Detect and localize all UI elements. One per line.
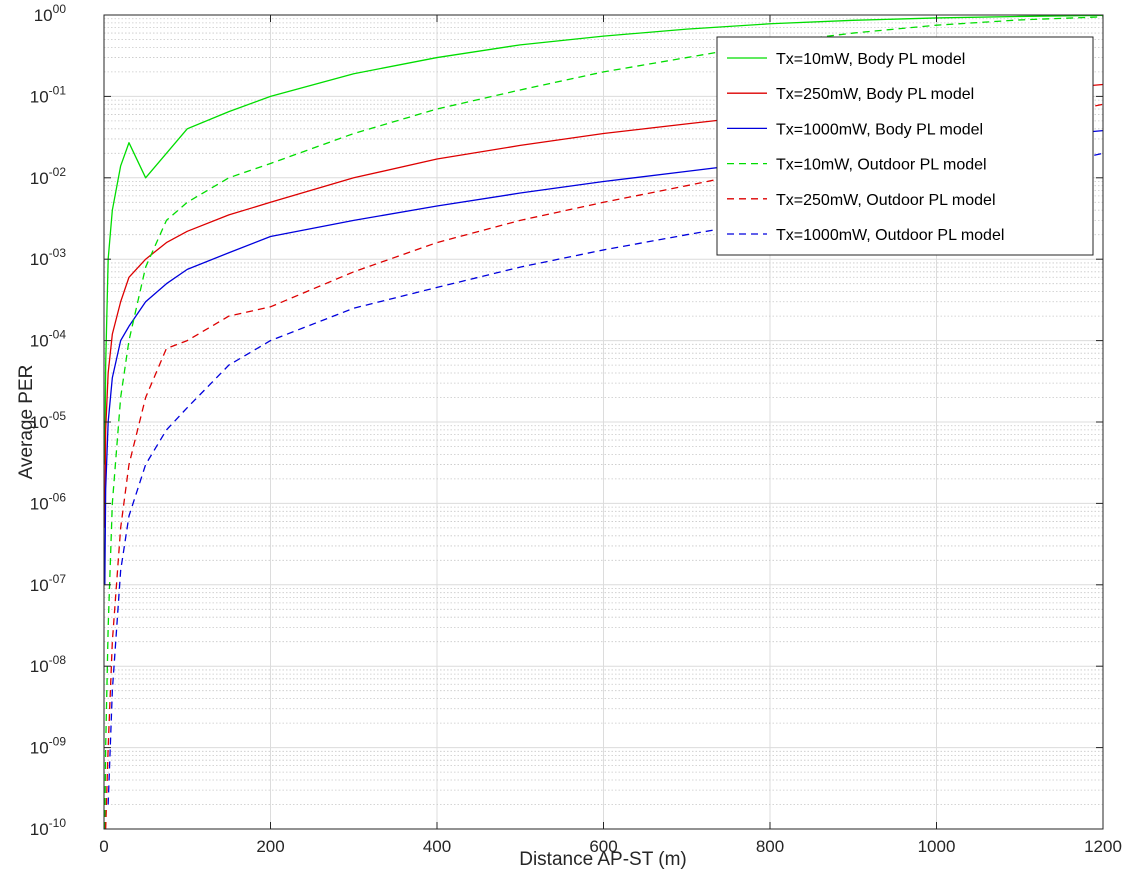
axis-ticks: 0 200 400 600 800 1000 1200 1000 10-01 10-02 10-03… [30,2,1122,856]
legend-item-label: Tx=250mW, Body PL model [776,86,974,103]
legend: Tx=10mW, Body PL model Tx=250mW, Body PL … [716,36,1094,256]
x-tick-label: 1200 [1084,837,1122,856]
legend-item-label: Tx=10mW, Body PL model [776,51,965,68]
legend-item-label: Tx=1000mW, Outdoor PL model [776,227,1004,244]
x-axis-label: Distance AP-ST (m) [519,849,687,870]
y-tick-label: 10-01 [30,83,67,106]
x-tick-label: 1000 [918,837,956,856]
legend-item-label: Tx=10mW, Outdoor PL model [776,157,987,174]
legend-item-label: Tx=1000mW, Body PL model [776,121,983,138]
y-axis-label: Average PER [16,365,37,480]
y-tick-label: 10-09 [30,735,67,758]
y-tick-label: 10-08 [30,653,67,676]
y-tick-label: 10-02 [30,165,67,188]
x-tick-label: 0 [99,837,108,856]
legend-box [716,36,1094,256]
x-tick-label: 400 [423,837,451,856]
legend-item-label: Tx=250mW, Outdoor PL model [776,192,996,209]
y-tick-label: 10-07 [30,572,67,595]
y-tick-label: 1000 [34,2,67,25]
y-tick-label: 10-05 [30,409,67,432]
y-tick-label: 10-06 [30,490,67,513]
x-tick-label: 800 [756,837,784,856]
series-line-1 [104,14,1104,465]
y-tick-label: 10-03 [30,246,67,269]
series-line-4 [104,16,1104,830]
x-tick-label: 200 [256,837,284,856]
y-tick-label: 10-10 [30,816,67,839]
y-tick-label: 10-04 [30,328,67,351]
x-tick-label: 600 [589,837,617,856]
